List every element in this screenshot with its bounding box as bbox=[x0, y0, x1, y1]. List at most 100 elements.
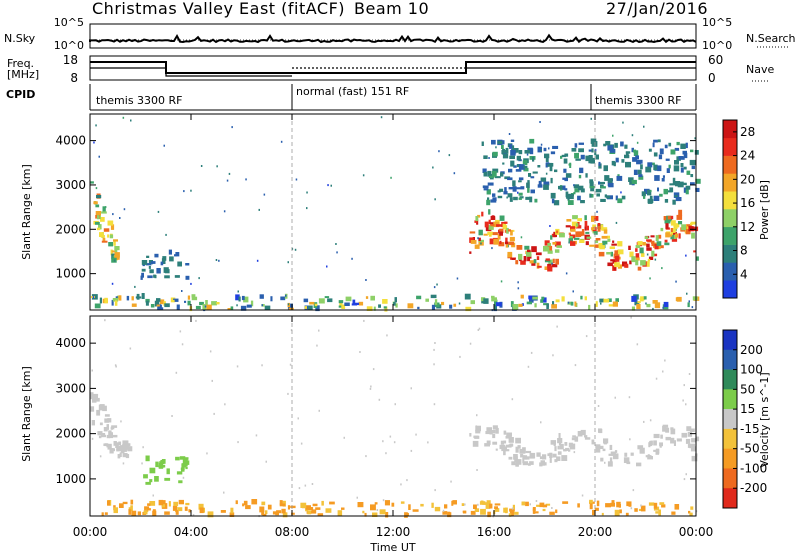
heatmap-cell bbox=[610, 251, 613, 257]
heatmap-speck bbox=[540, 421, 542, 424]
heatmap-speck bbox=[565, 272, 568, 275]
heatmap-cell bbox=[113, 507, 118, 514]
heatmap-cell bbox=[676, 214, 683, 220]
heatmap-cell bbox=[181, 467, 185, 472]
heatmap-cell bbox=[120, 445, 125, 448]
heatmap-cell bbox=[120, 450, 125, 454]
heatmap-cell bbox=[691, 438, 697, 443]
colorbar-tick-label: 8 bbox=[740, 244, 748, 258]
heatmap-cell bbox=[508, 187, 515, 190]
heatmap-speck bbox=[122, 116, 125, 119]
heatmap-cell bbox=[541, 462, 547, 466]
heatmap-cell bbox=[145, 298, 150, 303]
heatmap-cell bbox=[115, 442, 119, 448]
heatmap-cell bbox=[544, 259, 551, 263]
heatmap-cell bbox=[532, 156, 535, 162]
heatmap-cell bbox=[613, 253, 616, 259]
heatmap-cell bbox=[501, 150, 508, 155]
heatmap-speck bbox=[622, 121, 624, 124]
heatmap-speck bbox=[597, 405, 600, 407]
colorbar-tick-label: 28 bbox=[740, 125, 755, 139]
heatmap-cell bbox=[614, 142, 618, 148]
heatmap-cell bbox=[245, 505, 251, 510]
heatmap-cell bbox=[477, 214, 481, 218]
heatmap-cell bbox=[321, 500, 324, 506]
heatmap-speck bbox=[362, 174, 365, 177]
heatmap-cell bbox=[110, 224, 115, 230]
heatmap-cell bbox=[206, 304, 212, 310]
heatmap-cell bbox=[637, 169, 642, 175]
heatmap-cell bbox=[287, 505, 290, 510]
heatmap-speck bbox=[223, 491, 225, 494]
colorbar-swatch bbox=[723, 120, 737, 139]
heatmap-cell bbox=[659, 442, 663, 447]
heatmap-cell bbox=[374, 502, 378, 505]
heatmap-cell bbox=[112, 256, 116, 259]
heatmap-cell bbox=[515, 260, 519, 265]
heatmap-cell bbox=[339, 302, 343, 307]
heatmap-cell bbox=[481, 211, 484, 217]
heatmap-cell bbox=[511, 257, 515, 260]
heatmap-cell bbox=[599, 298, 604, 303]
heatmap-speck bbox=[393, 441, 396, 444]
heatmap-cell bbox=[545, 162, 548, 168]
heatmap-cell bbox=[617, 264, 622, 269]
heatmap-cell bbox=[589, 503, 593, 510]
heatmap-speck bbox=[390, 176, 392, 179]
heatmap-cell bbox=[607, 461, 613, 467]
heatmap-cell bbox=[474, 220, 478, 223]
heatmap-speck bbox=[581, 494, 584, 497]
heatmap-cell bbox=[395, 303, 398, 308]
heatmap-cell bbox=[143, 474, 148, 479]
heatmap-cell bbox=[614, 262, 620, 268]
heatmap-cell bbox=[154, 300, 160, 307]
heatmap-cell bbox=[530, 176, 535, 179]
heatmap-cell bbox=[560, 155, 563, 159]
heatmap-cell bbox=[689, 159, 696, 166]
heatmap-cell bbox=[670, 149, 676, 155]
heatmap-cell bbox=[601, 512, 604, 516]
heatmap-cell bbox=[672, 177, 676, 184]
heatmap-cell bbox=[580, 154, 585, 160]
heatmap-cell bbox=[100, 235, 105, 238]
heatmap-cell bbox=[559, 443, 564, 450]
power-colorbar: 4 8 12 16 20 24 28 Power [dB] bbox=[722, 119, 771, 299]
heatmap-cell bbox=[122, 440, 129, 446]
heatmap-cell bbox=[595, 301, 598, 307]
heatmap-cell bbox=[575, 158, 581, 161]
heatmap-speck bbox=[434, 489, 436, 492]
colorbar-swatch bbox=[723, 468, 737, 489]
heatmap-cell bbox=[509, 236, 515, 242]
heatmap-cell bbox=[685, 188, 689, 195]
y-tick-label: 3000 bbox=[55, 178, 86, 192]
heatmap-cell bbox=[137, 511, 141, 516]
heatmap-cell bbox=[104, 443, 108, 447]
heatmap-speck bbox=[500, 280, 503, 283]
heatmap-cell bbox=[280, 296, 286, 301]
heatmap-cell bbox=[536, 262, 540, 269]
heatmap-cell bbox=[140, 275, 143, 280]
heatmap-cell bbox=[526, 182, 530, 188]
heatmap-cell bbox=[119, 452, 122, 457]
heatmap-cell bbox=[692, 296, 698, 301]
heatmap-cell bbox=[543, 303, 548, 306]
heatmap-cell bbox=[550, 151, 556, 155]
heatmap-cell bbox=[176, 304, 180, 311]
heatmap-speck bbox=[92, 296, 95, 299]
heatmap-cell bbox=[114, 249, 118, 255]
heatmap-cell bbox=[648, 502, 655, 506]
heatmap-speck bbox=[389, 435, 392, 438]
heatmap-cell bbox=[184, 460, 190, 465]
heatmap-cell bbox=[131, 510, 137, 517]
heatmap-speck bbox=[527, 365, 530, 368]
heatmap-cell bbox=[572, 435, 576, 438]
heatmap-cell bbox=[529, 138, 535, 144]
heatmap-cell bbox=[489, 222, 496, 225]
heatmap-speck bbox=[298, 487, 301, 490]
heatmap-cell bbox=[489, 503, 493, 509]
heatmap-cell bbox=[591, 216, 595, 222]
heatmap-cell bbox=[647, 456, 653, 460]
heatmap-cell bbox=[554, 459, 558, 463]
heatmap-cell bbox=[250, 300, 254, 307]
heatmap-cell bbox=[102, 237, 106, 243]
